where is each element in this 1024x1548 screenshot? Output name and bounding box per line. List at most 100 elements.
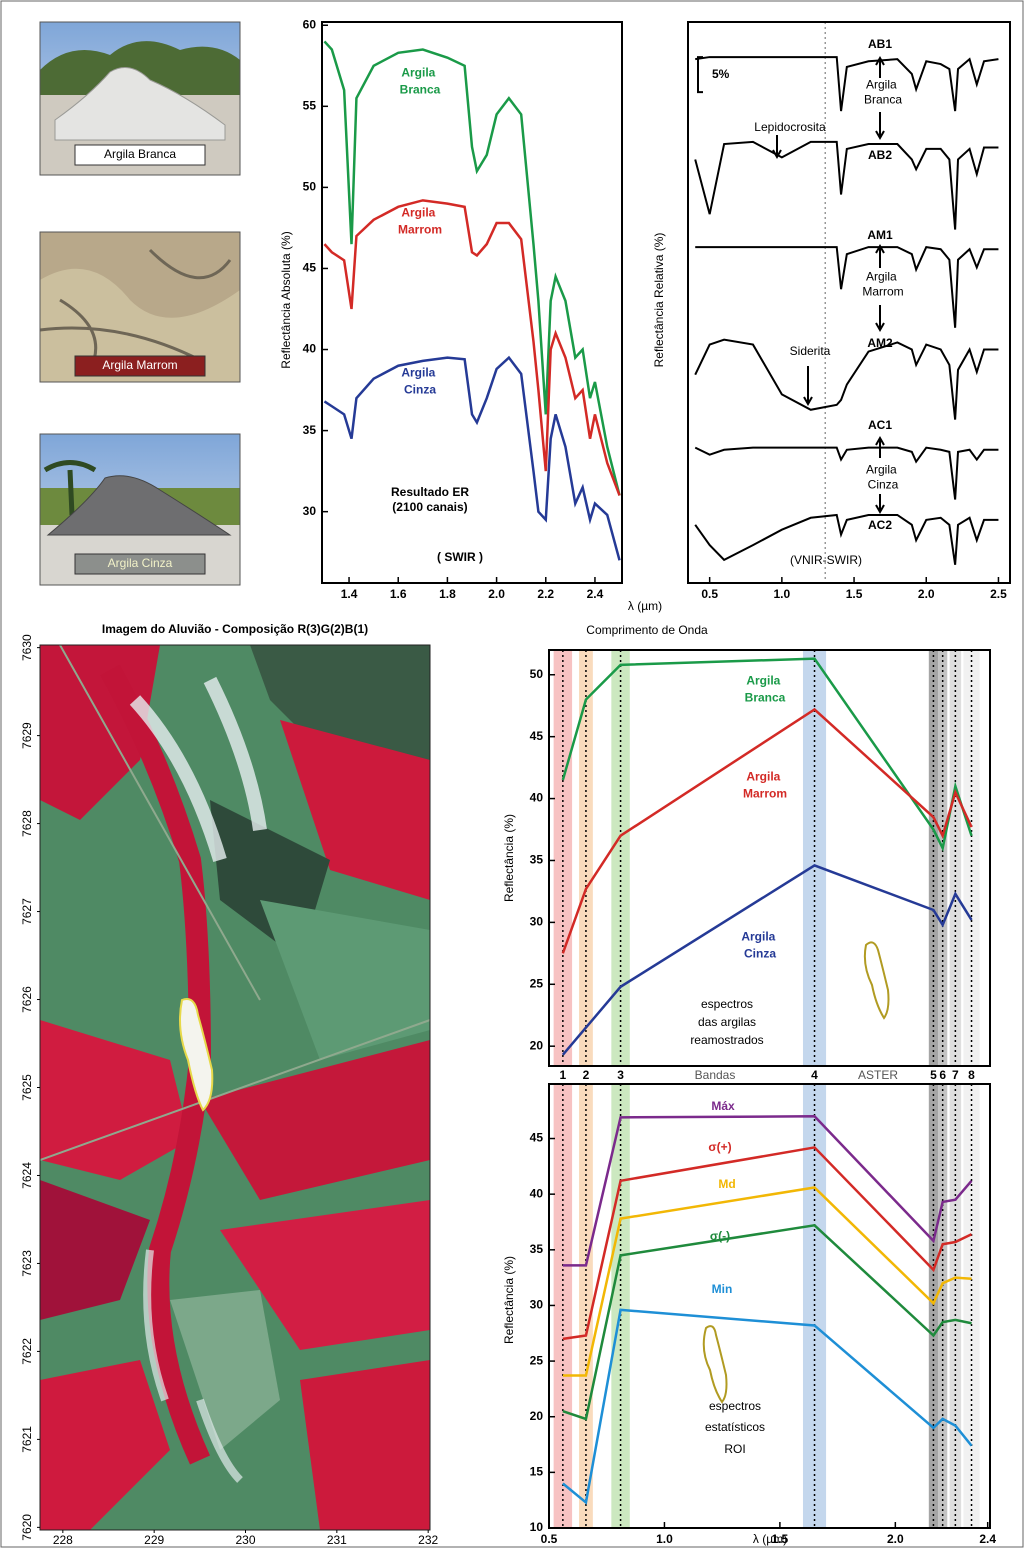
arrow: [875, 305, 885, 333]
band-region: [938, 650, 948, 1066]
x-tick-label: 1.4: [341, 587, 358, 601]
x-tick-label: 1.0: [656, 1532, 673, 1546]
x-axis-label: λ (µm): [628, 599, 662, 613]
x-tick-label: 2.4: [587, 587, 604, 601]
annotation: das argilas: [698, 1015, 756, 1029]
annotation: Siderita: [790, 344, 831, 358]
photo: [39, 231, 241, 383]
x-tick-label: 229: [144, 1533, 164, 1547]
series-label: AC2: [868, 518, 892, 532]
band-region: [949, 650, 962, 1066]
band-label: 7: [952, 1068, 959, 1082]
x-tick-label: 2.0: [488, 587, 505, 601]
y-tick-label: 7630: [20, 634, 34, 661]
annotation: Lepidocrosita: [754, 120, 826, 134]
series-label: AC1: [868, 418, 892, 432]
arrow: [875, 112, 885, 141]
series-label: AM2: [867, 336, 893, 350]
series-line: [562, 1115, 973, 1267]
y-tick-label: 40: [303, 342, 317, 356]
y-tick-label: 20: [530, 1038, 544, 1052]
image-title: Imagem do Aluvião - Composição R(3)G(2)B…: [102, 622, 368, 636]
x-tick-label: 2.0: [918, 587, 935, 601]
annotation: espectros: [709, 1399, 761, 1413]
y-tick-label: 10: [530, 1520, 544, 1534]
band-caption: Bandas: [695, 1068, 736, 1082]
y-axis-label: Reflectância (%): [502, 814, 516, 902]
x-tick-label: 1.5: [846, 587, 863, 601]
annotation: espectros: [701, 997, 753, 1011]
chart-title: Comprimento de Onda: [586, 623, 708, 637]
series-line: [562, 1308, 973, 1505]
band-region: [802, 650, 827, 1066]
photo-label: Argila Cinza: [108, 556, 173, 570]
x-tick-label: 2.4: [979, 1532, 996, 1546]
x-tick-label: 1.8: [439, 587, 456, 601]
series-label: Min: [712, 1282, 733, 1296]
arrow: [875, 435, 885, 458]
series-line: [561, 864, 973, 1056]
scale-bar: [697, 56, 703, 94]
satellite-image: [40, 645, 430, 1530]
arrow: [875, 494, 885, 515]
y-tick-label: 7624: [20, 1162, 34, 1189]
series-line: [562, 1223, 972, 1421]
series-label: Argila Cinza: [401, 366, 438, 397]
y-tick-label: 50: [303, 180, 317, 194]
series-label: σ(-): [710, 1229, 730, 1243]
band-label: 6: [939, 1068, 946, 1082]
y-axis-label: Reflectância (%): [502, 1256, 516, 1344]
y-tick-label: 30: [303, 504, 317, 518]
arrow: [875, 55, 885, 78]
y-tick-label: 55: [303, 98, 317, 112]
series-label: Argila Marrom: [398, 206, 442, 237]
x-tick-label: 1.5: [772, 1532, 789, 1546]
band-region: [963, 650, 980, 1066]
series-label: Máx: [711, 1099, 735, 1113]
scale-bar-label: 5%: [712, 67, 730, 81]
band-label: 1: [560, 1068, 567, 1082]
arrow: [803, 366, 813, 407]
x-tick-label: 1.0: [774, 587, 791, 601]
series-line: [562, 1186, 972, 1377]
band-label: 4: [811, 1068, 818, 1082]
y-tick-label: 40: [530, 1186, 544, 1200]
sensor-caption: ASTER: [858, 1068, 898, 1082]
band-label: 3: [617, 1068, 624, 1082]
y-tick-label: 7623: [20, 1250, 34, 1277]
series-line: [323, 199, 621, 496]
annotation: Argila Marrom: [862, 270, 903, 299]
x-tick-label: 2.0: [887, 1532, 904, 1546]
series-line: [695, 246, 999, 328]
series-label: σ(+): [708, 1140, 731, 1154]
y-tick-label: 7627: [20, 898, 34, 925]
annotation: (VNIR-SWIR): [790, 553, 862, 567]
series-line: [694, 140, 999, 230]
series-label: Md: [718, 1177, 735, 1191]
y-tick-label: 20: [530, 1409, 544, 1423]
y-tick-label: 30: [530, 915, 544, 929]
band-region: [579, 650, 593, 1066]
y-tick-label: 7621: [20, 1426, 34, 1453]
annotation: Argila Cinza: [866, 463, 900, 492]
y-tick-label: 50: [530, 667, 544, 681]
series-label: AB1: [868, 37, 892, 51]
plot-frame: [321, 21, 623, 584]
band-label: 5: [930, 1068, 937, 1082]
series-label: Argila Branca: [745, 674, 786, 705]
y-tick-label: 60: [303, 17, 317, 31]
arrow: [772, 135, 782, 160]
x-tick-label: 0.5: [701, 587, 718, 601]
annotation: estatísticos: [705, 1420, 765, 1434]
band-region: [928, 650, 939, 1066]
x-tick-label: 228: [53, 1533, 73, 1547]
x-tick-label: 2.5: [990, 587, 1007, 601]
y-tick-label: 7625: [20, 1074, 34, 1101]
y-tick-label: 45: [530, 729, 544, 743]
annotation: reamostrados: [690, 1033, 763, 1047]
photo-label-box: [74, 355, 206, 377]
